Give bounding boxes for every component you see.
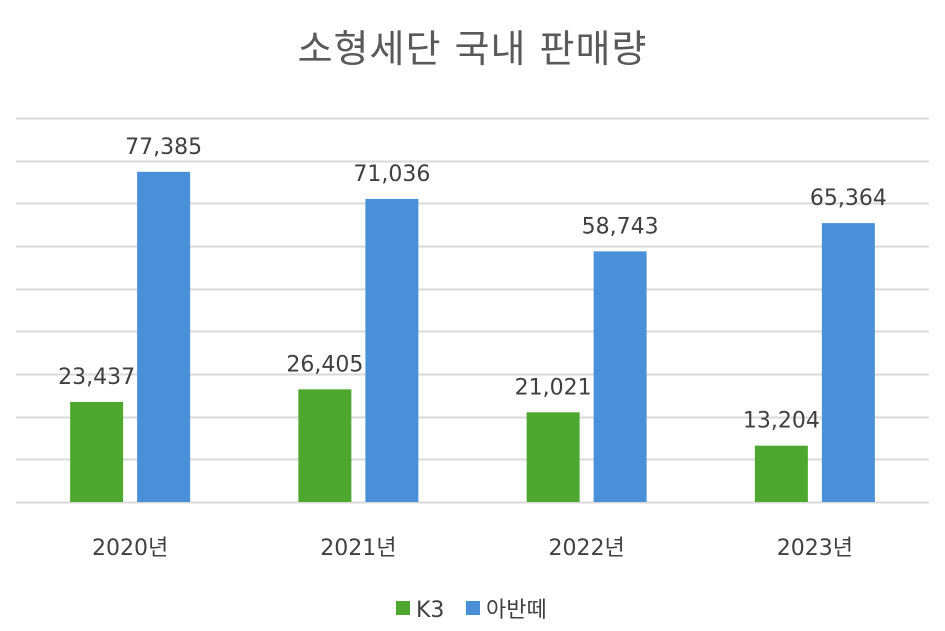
bar-avante xyxy=(137,171,191,502)
bar-k3 xyxy=(298,389,352,502)
bar-k3 xyxy=(526,412,580,502)
bar-avante xyxy=(593,251,647,502)
data-label: 13,204 xyxy=(743,409,820,434)
bar-k3 xyxy=(754,445,808,502)
legend-label: 아반떼 xyxy=(486,598,547,623)
x-tick-label: 2020년 xyxy=(92,536,168,561)
legend-swatch xyxy=(466,601,480,615)
data-label: 21,021 xyxy=(515,375,592,400)
legend-swatch xyxy=(396,601,410,615)
bar-avante xyxy=(365,198,419,502)
bar-k3 xyxy=(70,402,124,502)
x-tick-label: 2021년 xyxy=(320,536,396,561)
data-label: 65,364 xyxy=(810,186,887,211)
chart-title: 소형세단 국내 판매량 xyxy=(297,27,648,71)
legend-label: K3 xyxy=(416,598,444,623)
data-label: 71,036 xyxy=(353,162,430,187)
data-label: 77,385 xyxy=(125,135,202,160)
x-tick-label: 2023년 xyxy=(777,536,853,561)
bar-avante xyxy=(821,223,875,503)
data-label: 26,405 xyxy=(286,352,363,377)
data-label: 23,437 xyxy=(58,365,135,390)
data-label: 58,743 xyxy=(582,214,659,239)
x-tick-label: 2022년 xyxy=(549,536,625,561)
